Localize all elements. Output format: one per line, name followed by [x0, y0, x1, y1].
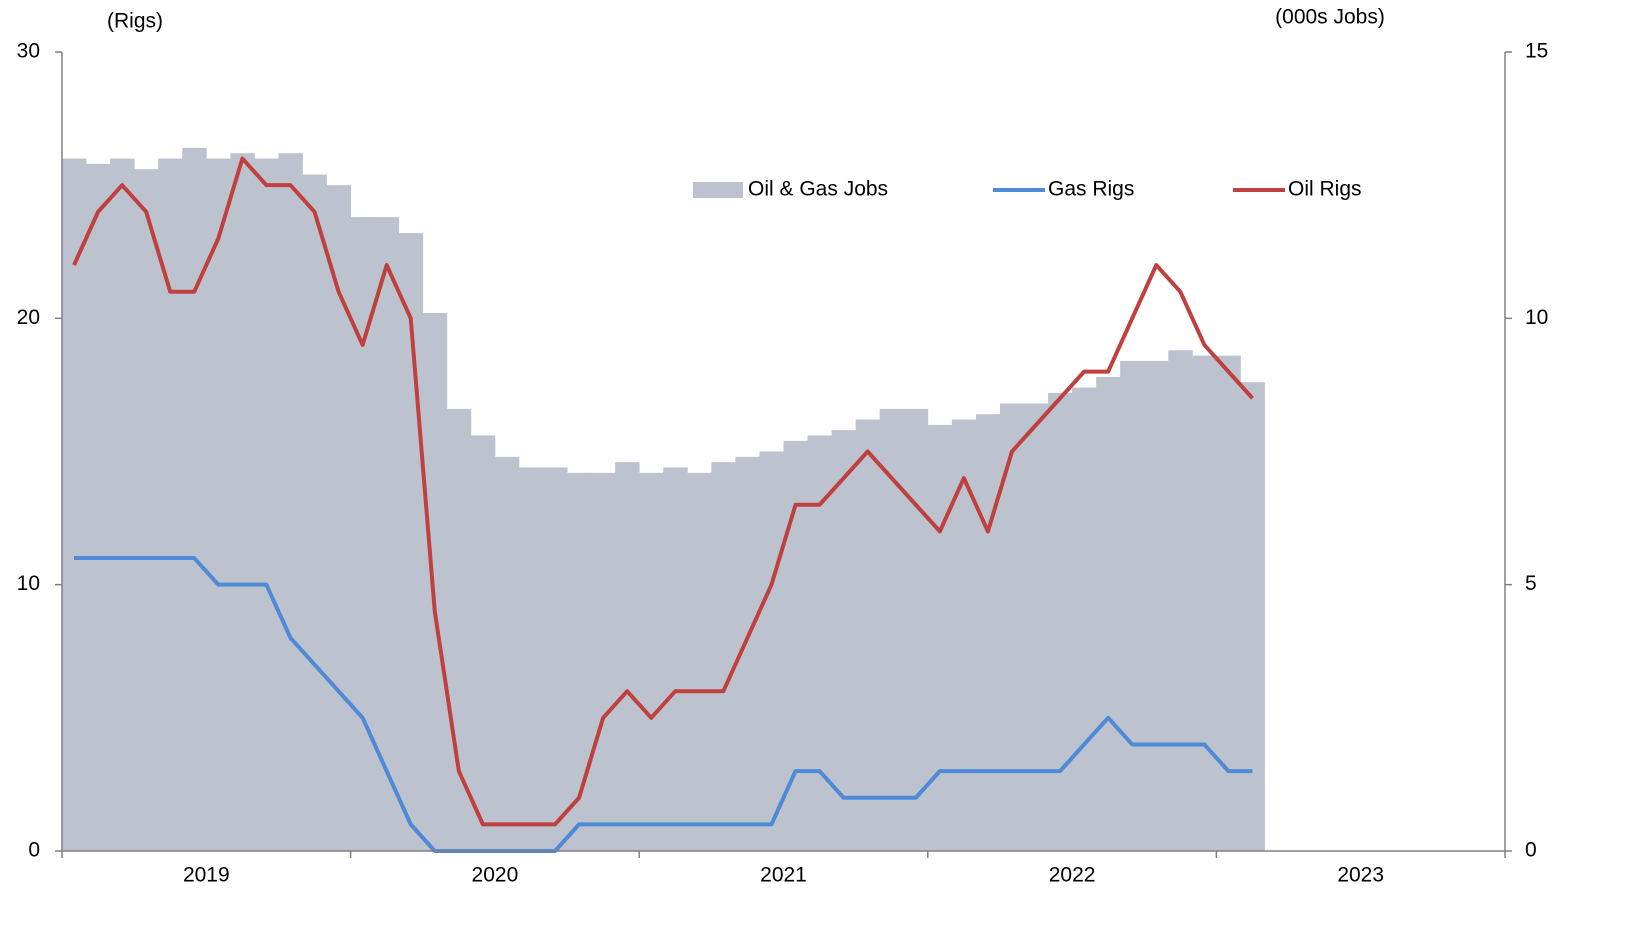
bar	[518, 467, 544, 851]
legend-label: Oil & Gas Jobs	[748, 178, 888, 201]
bar	[1120, 360, 1145, 851]
legend-swatch	[693, 182, 743, 198]
bar	[494, 456, 520, 851]
y-tick-label: 10	[17, 572, 40, 595]
bar	[182, 147, 207, 851]
bar	[999, 403, 1025, 851]
y-tick-label: 0	[28, 839, 40, 862]
bar	[1096, 376, 1121, 851]
bar	[543, 467, 568, 851]
bar	[254, 158, 279, 852]
bar	[158, 158, 183, 852]
bar	[591, 472, 616, 851]
x-tick-label: 2022	[1049, 864, 1096, 887]
bar	[711, 462, 736, 851]
plot	[62, 147, 1265, 853]
y-tick-label: 30	[17, 40, 40, 63]
bar	[206, 158, 231, 852]
x-tick-label: 2023	[1337, 864, 1384, 887]
bar	[446, 408, 472, 851]
legend-label: Gas Rigs	[1048, 178, 1134, 201]
bar	[975, 414, 1001, 851]
bar	[1192, 355, 1217, 851]
y2-tick-label: 0	[1525, 839, 1537, 862]
bar	[855, 419, 881, 851]
bar	[62, 158, 87, 852]
bar	[663, 467, 688, 851]
bar	[1216, 355, 1241, 851]
bar	[110, 158, 135, 852]
bar	[951, 419, 977, 851]
bar	[903, 408, 929, 851]
bar	[1168, 350, 1193, 851]
bar	[470, 435, 496, 851]
legend-label: Oil Rigs	[1288, 178, 1362, 201]
bar	[278, 153, 303, 851]
y2-tick-label: 5	[1525, 572, 1537, 595]
bar	[1240, 382, 1265, 851]
y2-tick-label: 15	[1525, 40, 1548, 63]
x-tick-label: 2021	[760, 864, 807, 887]
bar	[1072, 387, 1097, 851]
bar	[302, 174, 327, 852]
bar	[687, 472, 712, 851]
bar	[615, 462, 640, 851]
bar	[326, 185, 351, 851]
x-tick-label: 2019	[183, 864, 230, 887]
bar	[1048, 392, 1073, 851]
line	[72, 156, 1254, 827]
bar	[639, 472, 664, 851]
bar	[374, 217, 400, 852]
y-tick-label: 20	[17, 306, 40, 329]
bar	[1144, 360, 1169, 851]
bar	[230, 153, 255, 851]
bar	[831, 430, 857, 851]
x-tick-label: 2020	[472, 864, 519, 887]
bar	[134, 169, 159, 852]
bar	[927, 424, 953, 851]
line	[74, 556, 1253, 853]
y2-axis-label: (000s Jobs)	[1275, 6, 1385, 29]
bar	[759, 451, 784, 851]
bar	[1024, 403, 1049, 851]
bar	[879, 408, 905, 851]
y2-tick-label: 10	[1525, 306, 1548, 329]
bar	[86, 163, 111, 852]
y-axis-label: (Rigs)	[107, 10, 163, 33]
bar	[567, 472, 592, 851]
bar	[422, 313, 448, 851]
